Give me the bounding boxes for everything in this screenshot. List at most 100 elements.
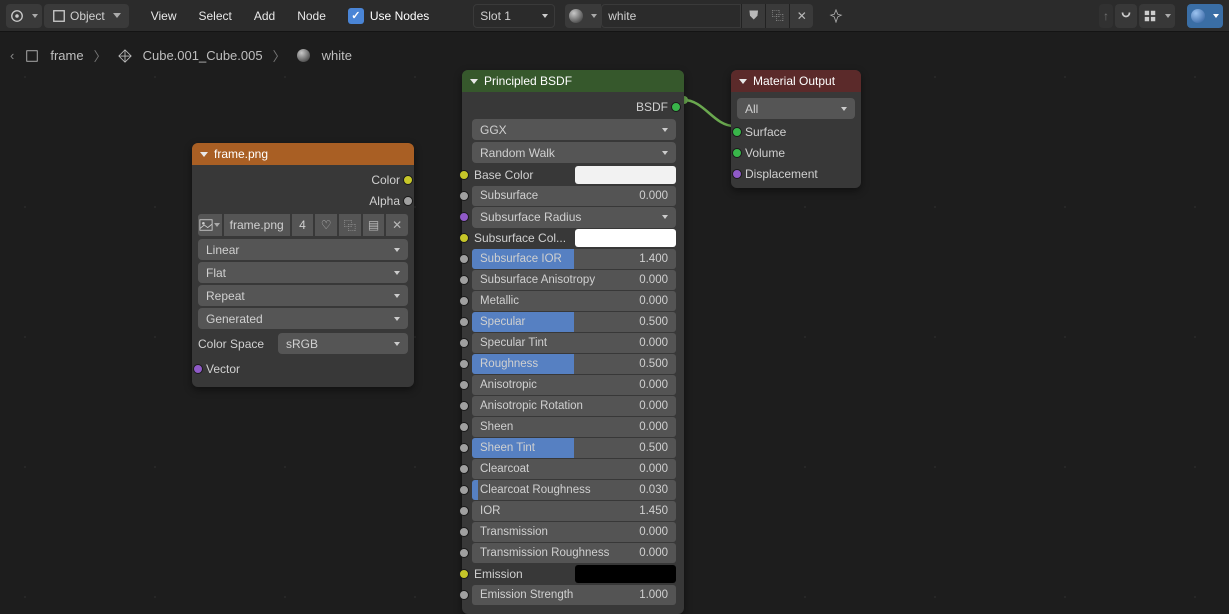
value-slider[interactable]: IOR1.450	[472, 501, 676, 521]
value-slider[interactable]: Clearcoat Roughness0.030	[472, 480, 676, 500]
socket-icon[interactable]	[459, 254, 469, 264]
source-dropdown[interactable]: Generated	[198, 308, 408, 329]
input-sheen-tint[interactable]: Sheen Tint0.500	[472, 438, 676, 458]
input-subsurface-anisotropy[interactable]: Subsurface Anisotropy0.000	[472, 270, 676, 290]
input-metallic[interactable]: Metallic0.000	[472, 291, 676, 311]
new-material-button[interactable]: ⿻	[765, 4, 789, 28]
value-slider[interactable]: Transmission0.000	[472, 522, 676, 542]
fake-user-button[interactable]: ♡	[315, 214, 337, 236]
target-dropdown[interactable]: All	[737, 98, 855, 119]
value-slider[interactable]: Metallic0.000	[472, 291, 676, 311]
socket-icon[interactable]	[459, 548, 469, 558]
input-socket-surface[interactable]: Surface	[737, 121, 855, 142]
socket-icon[interactable]	[732, 169, 742, 179]
socket-icon[interactable]	[459, 506, 469, 516]
value-slider[interactable]: Specular Tint0.000	[472, 333, 676, 353]
socket-icon[interactable]	[459, 212, 469, 222]
socket-icon[interactable]	[671, 102, 681, 112]
socket-icon[interactable]	[459, 401, 469, 411]
value-slider[interactable]: Emission Strength1.000	[472, 585, 676, 605]
input-subsurface-ior[interactable]: Subsurface IOR1.400	[472, 249, 676, 269]
menu-view[interactable]: View	[141, 9, 187, 23]
value-slider[interactable]: Subsurface IOR1.400	[472, 249, 676, 269]
output-socket-bsdf[interactable]: BSDF	[464, 96, 676, 117]
input-ior[interactable]: IOR1.450	[472, 501, 676, 521]
input-anisotropic-rotation[interactable]: Anisotropic Rotation0.000	[472, 396, 676, 416]
input-anisotropic[interactable]: Anisotropic0.000	[472, 375, 676, 395]
value-slider[interactable]: Transmission Roughness0.000	[472, 543, 676, 563]
socket-icon[interactable]	[459, 359, 469, 369]
collapse-icon[interactable]	[200, 152, 208, 157]
socket-icon[interactable]	[459, 485, 469, 495]
use-nodes-checkbox[interactable]	[348, 8, 364, 24]
socket-icon[interactable]	[403, 175, 413, 185]
output-socket-alpha[interactable]: Alpha	[198, 190, 408, 211]
editor-type-dropdown[interactable]	[6, 4, 42, 28]
socket-icon[interactable]	[459, 275, 469, 285]
node-header[interactable]: frame.png	[192, 143, 414, 165]
socket-icon[interactable]	[459, 569, 469, 579]
snap-type-dropdown[interactable]	[1139, 4, 1175, 28]
pin-button[interactable]	[825, 4, 847, 28]
menu-add[interactable]: Add	[244, 9, 285, 23]
unlink-image-button[interactable]: ✕	[386, 214, 408, 236]
base-color-swatch[interactable]	[575, 166, 676, 184]
input-socket-vector[interactable]: Vector	[198, 358, 408, 379]
value-slider[interactable]: Sheen Tint0.500	[472, 438, 676, 458]
input-emission[interactable]: Emission	[472, 564, 676, 584]
input-roughness[interactable]: Roughness0.500	[472, 354, 676, 374]
value-slider[interactable]: Subsurface0.000	[472, 186, 676, 206]
open-image-button[interactable]: ▤	[363, 214, 385, 236]
socket-icon[interactable]	[459, 443, 469, 453]
breadcrumb-material[interactable]: white	[322, 48, 352, 63]
value-slider[interactable]: Sheen0.000	[472, 417, 676, 437]
input-specular-tint[interactable]: Specular Tint0.000	[472, 333, 676, 353]
node-header[interactable]: Principled BSDF	[462, 70, 684, 92]
value-slider[interactable]: Subsurface Anisotropy0.000	[472, 270, 676, 290]
subsurface-radius-dropdown[interactable]: Subsurface Radius	[472, 207, 676, 228]
fake-user-button[interactable]: ⛊	[741, 4, 765, 28]
subsurface-method-dropdown[interactable]: Random Walk	[472, 142, 676, 163]
breadcrumb-object[interactable]: frame	[50, 48, 83, 63]
unlink-material-button[interactable]: ✕	[789, 4, 813, 28]
socket-icon[interactable]	[459, 590, 469, 600]
socket-icon[interactable]	[459, 380, 469, 390]
socket-icon[interactable]	[403, 196, 413, 206]
color-space-dropdown[interactable]: sRGB	[278, 333, 408, 354]
image-user-count[interactable]: 4	[292, 214, 314, 236]
input-specular[interactable]: Specular0.500	[472, 312, 676, 332]
material-output-node[interactable]: Material Output All Surface Volume Displ…	[731, 70, 861, 188]
value-slider[interactable]: Specular0.500	[472, 312, 676, 332]
collapse-icon[interactable]	[470, 79, 478, 84]
socket-icon[interactable]	[459, 170, 469, 180]
input-subsurface[interactable]: Subsurface0.000	[472, 186, 676, 206]
socket-icon[interactable]	[459, 527, 469, 537]
socket-icon[interactable]	[459, 233, 469, 243]
input-transmission[interactable]: Transmission0.000	[472, 522, 676, 542]
output-socket-color[interactable]: Color	[198, 169, 408, 190]
socket-icon[interactable]	[732, 148, 742, 158]
value-slider[interactable]: Anisotropic Rotation0.000	[472, 396, 676, 416]
socket-icon[interactable]	[193, 364, 203, 374]
distribution-dropdown[interactable]: GGX	[472, 119, 676, 140]
collapse-icon[interactable]	[739, 79, 747, 84]
input-clearcoat[interactable]: Clearcoat0.000	[472, 459, 676, 479]
subsurface-color-swatch[interactable]	[575, 229, 676, 247]
input-subsurface-radius[interactable]: Subsurface Radius	[472, 207, 676, 227]
emission-color-swatch[interactable]	[575, 565, 676, 583]
image-browse-button[interactable]	[198, 214, 222, 236]
material-name-input[interactable]: white	[601, 4, 741, 28]
input-transmission-roughness[interactable]: Transmission Roughness0.000	[472, 543, 676, 563]
principled-bsdf-node[interactable]: Principled BSDF BSDF GGX Random Walk Bas…	[462, 70, 684, 614]
image-texture-node[interactable]: frame.png Color Alpha frame.png 4 ♡ ⿻ ▤ …	[192, 143, 414, 387]
menu-node[interactable]: Node	[287, 9, 336, 23]
node-header[interactable]: Material Output	[731, 70, 861, 92]
snap-button[interactable]	[1115, 4, 1137, 28]
input-clearcoat-roughness[interactable]: Clearcoat Roughness0.030	[472, 480, 676, 500]
input-socket-volume[interactable]: Volume	[737, 142, 855, 163]
menu-select[interactable]: Select	[188, 9, 241, 23]
input-emission-strength[interactable]: Emission Strength1.000	[472, 585, 676, 605]
parent-node-button[interactable]: ↑	[1099, 4, 1113, 28]
interpolation-dropdown[interactable]: Linear	[198, 239, 408, 260]
input-subsurface-color[interactable]: Subsurface Col...	[472, 228, 676, 248]
